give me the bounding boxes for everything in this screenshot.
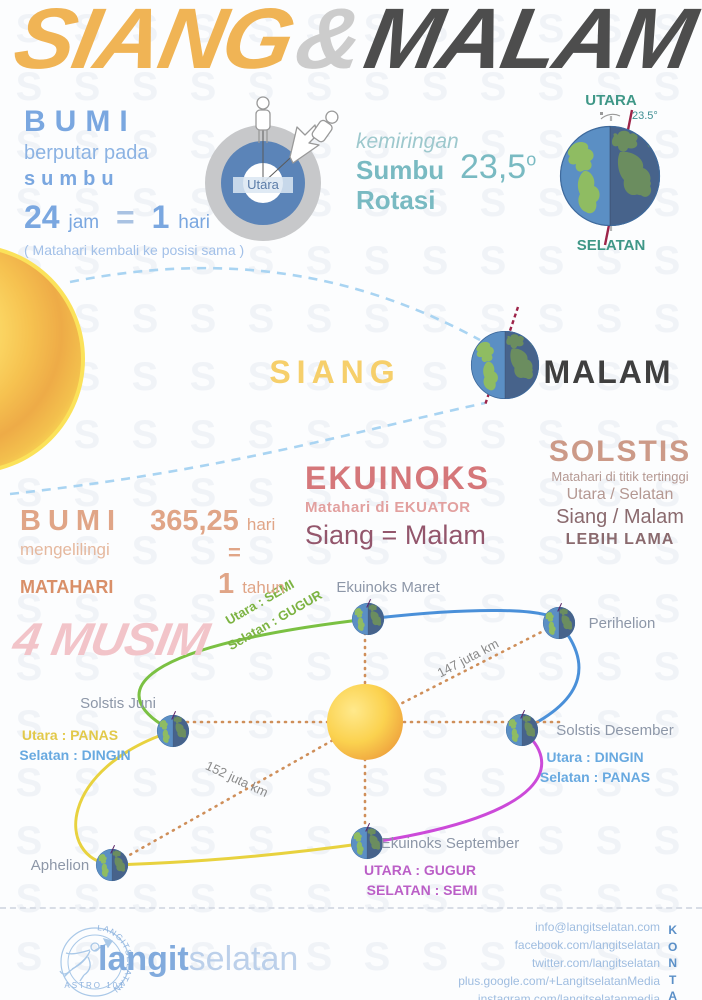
- svg-text:Solstis Juni: Solstis Juni: [80, 695, 156, 712]
- svg-text:Utara: Utara: [247, 177, 280, 192]
- svg-text:UTARA : GUGUR: UTARA : GUGUR: [364, 862, 476, 878]
- svg-text:152 juta km: 152 juta km: [203, 758, 270, 800]
- svg-text:Selatan : DINGIN: Selatan : DINGIN: [19, 747, 130, 763]
- svg-text:Utara : PANAS: Utara : PANAS: [22, 727, 118, 743]
- svg-text:SIANG: SIANG: [269, 354, 400, 390]
- svg-text:MALAM: MALAM: [543, 354, 672, 390]
- svg-text:Solstis Desember: Solstis Desember: [556, 722, 674, 739]
- svg-text:Ekuinoks Maret: Ekuinoks Maret: [336, 579, 440, 596]
- svg-text:SELATAN : SEMI: SELATAN : SEMI: [367, 882, 478, 898]
- svg-text:Ekuinoks September: Ekuinoks September: [381, 835, 519, 852]
- svg-text:Aphelion: Aphelion: [31, 857, 89, 874]
- svg-text:Utara : DINGIN: Utara : DINGIN: [546, 749, 643, 765]
- svg-text:ASTRO 101: ASTRO 101: [64, 981, 125, 990]
- svg-text:Perihelion: Perihelion: [589, 615, 656, 632]
- svg-text:Selatan : PANAS: Selatan : PANAS: [540, 769, 650, 785]
